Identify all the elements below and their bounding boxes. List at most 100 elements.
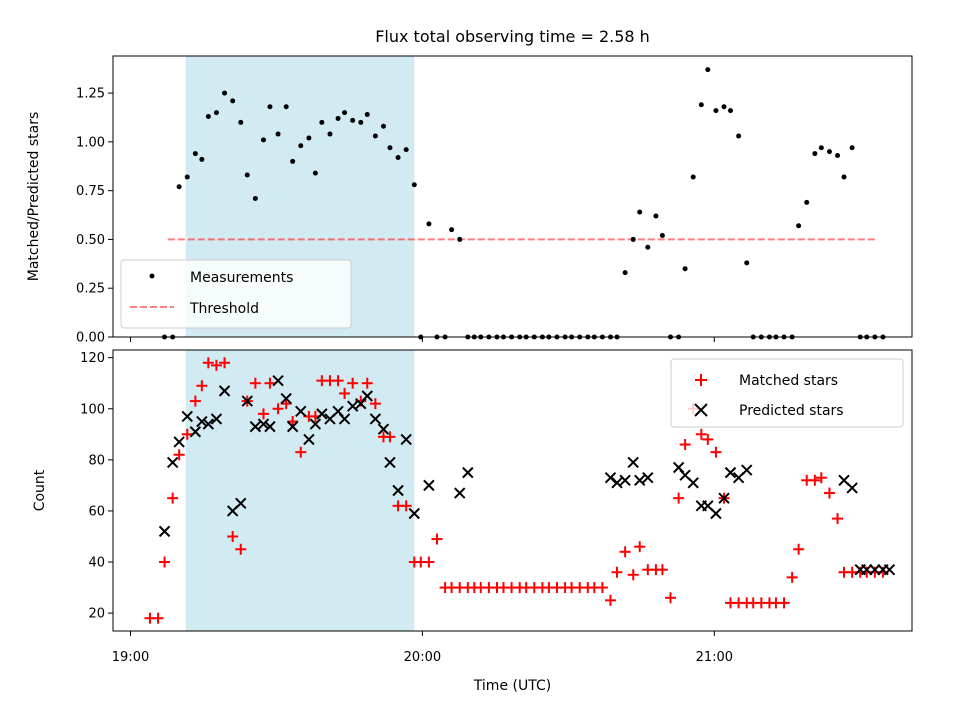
legend-matched-marker	[695, 374, 707, 386]
matched-star-point	[280, 398, 292, 410]
ratio-y-tick-label: 0.75	[76, 184, 105, 199]
count-y-tick-label: 40	[88, 556, 105, 571]
matched-star-point	[152, 612, 164, 624]
matched-star-point	[611, 566, 623, 578]
measurement-point	[736, 133, 742, 139]
predicted-star-point	[166, 456, 179, 469]
measurement-point	[230, 98, 236, 104]
measurement-point	[653, 213, 659, 219]
measurement-point	[238, 119, 244, 125]
matched-star-point	[272, 403, 284, 415]
measurement-point	[350, 117, 356, 123]
predicted-star-point	[883, 563, 896, 576]
predicted-star-point	[869, 563, 881, 576]
measurement-point	[713, 108, 719, 114]
predicted-star-point	[861, 563, 873, 576]
predicted-star-point	[687, 477, 699, 489]
measurement-point	[290, 158, 296, 164]
predicted-star-point	[249, 420, 262, 433]
matched-star-point	[384, 431, 396, 443]
x-tick-label: 21:00	[696, 650, 733, 665]
ratio-panel: 0.00 0.25 0.50 0.75 1.00 1.25 Matched/Predict…	[26, 55, 913, 346]
predicted-star-point	[286, 420, 299, 433]
measurement-point	[622, 270, 628, 276]
count-y-tick-label: 20	[88, 607, 105, 622]
count-x-ticks: 19:0020:0021:0022:0023:0000:0001:0002:00…	[112, 631, 733, 665]
count-y-tick-label: 120	[80, 351, 105, 366]
matched-star-point	[778, 597, 790, 609]
measurement-point	[630, 236, 636, 242]
matched-star-point	[431, 533, 443, 545]
count-legend: Matched stars Predicted stars	[670, 358, 904, 428]
x-tick-label: 20:00	[404, 650, 441, 665]
matched-star-point	[249, 377, 261, 389]
matched-star-point	[227, 530, 239, 542]
count-y-ticks: 20 40 60 80 100 120	[80, 351, 113, 622]
predicted-star-point	[272, 374, 284, 387]
measurement-point	[335, 115, 341, 121]
measurement-point	[267, 104, 273, 110]
matched-star-points	[144, 357, 889, 624]
predicted-star-point	[710, 507, 722, 520]
observing-window-shade	[185, 350, 415, 631]
predicted-star-point	[627, 456, 639, 469]
measurement-point	[275, 131, 281, 137]
measurement-point	[690, 174, 696, 180]
measurement-point	[403, 147, 409, 153]
measurement-point	[222, 90, 228, 96]
measurement-point	[298, 143, 304, 149]
matched-star-point	[695, 428, 707, 440]
predicted-star-point	[196, 415, 208, 428]
matched-star-point	[809, 474, 821, 486]
ratio-y-tick-label: 0.00	[76, 331, 105, 346]
predicted-star-point	[462, 466, 474, 479]
measurement-point	[260, 137, 266, 143]
matched-star-point	[219, 357, 231, 369]
measurement-point	[721, 104, 727, 110]
predicted-star-point	[611, 477, 623, 489]
measurement-point	[395, 154, 401, 160]
matched-star-point	[235, 543, 247, 555]
measurement-point	[358, 119, 364, 125]
legend-matched-label: Matched stars	[739, 373, 838, 389]
ratio-y-tick-label: 1.00	[76, 135, 105, 150]
matched-star-point	[210, 359, 222, 371]
measurement-point	[319, 119, 325, 125]
predicted-star-point	[173, 436, 185, 448]
legend-predicted-label: Predicted stars	[739, 403, 844, 419]
predicted-star-point	[158, 525, 171, 538]
measurement-point	[380, 123, 386, 129]
ratio-y-tick-label: 0.25	[76, 282, 105, 297]
predicted-star-point	[423, 479, 435, 492]
measurement-point	[637, 209, 643, 215]
ratio-legend-box	[120, 259, 352, 329]
measurement-point	[841, 174, 847, 180]
measurement-point	[411, 182, 417, 188]
x-axis-label: Time (UTC)	[473, 678, 551, 694]
predicted-star-point	[189, 426, 202, 438]
measurement-point	[426, 221, 432, 227]
measurement-point	[818, 145, 824, 151]
measurement-point	[364, 112, 370, 118]
measurement-point	[645, 244, 651, 250]
matched-star-point	[596, 582, 608, 594]
measurement-point	[372, 133, 378, 139]
measurement-point	[306, 135, 312, 141]
count-y-tick-label: 100	[80, 402, 105, 417]
predicted-star-points	[158, 374, 896, 576]
matched-star-point	[202, 357, 214, 369]
predicted-star-point	[338, 413, 351, 425]
predicted-star-point	[346, 400, 359, 412]
matched-star-point	[786, 571, 798, 583]
matched-star-point	[793, 543, 805, 555]
matched-star-point	[167, 492, 179, 504]
ratio-y-axis-label: Matched/Predicted stars	[26, 112, 42, 282]
ratio-x-ticks	[130, 337, 715, 342]
measurement-point	[835, 153, 841, 159]
measurement-point	[698, 102, 704, 108]
matched-star-point	[832, 513, 844, 525]
matched-star-point	[823, 487, 835, 499]
measurement-point	[244, 172, 250, 178]
